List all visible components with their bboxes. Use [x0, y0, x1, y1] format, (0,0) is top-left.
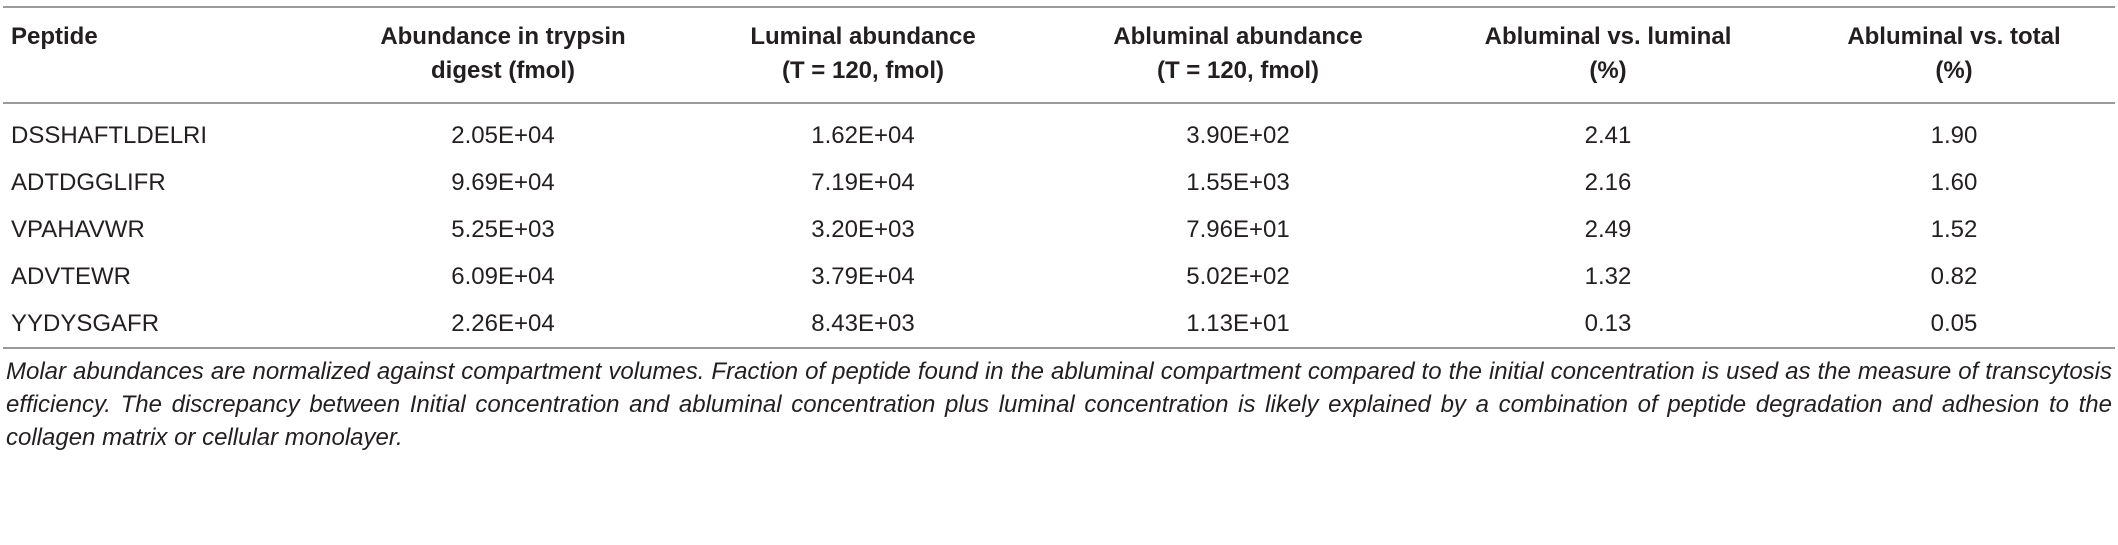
- table-row: YYDYSGAFR 2.26E+04 8.43E+03 1.13E+01 0.13 0.0…: [3, 300, 2115, 348]
- value-cell: 2.16: [1584, 168, 1632, 196]
- column-header: Abluminal abundance (T = 120, fmol): [1053, 7, 1423, 103]
- peptide-cell: DSSHAFTLDELRI: [11, 121, 208, 149]
- page: {"table": { "headers": ["Peptide", "Abun…: [0, 6, 2118, 545]
- value-cell: 5.25E+03: [451, 215, 555, 243]
- value-cell: 1.55E+03: [1186, 168, 1290, 196]
- value-cell: 1.90: [1930, 121, 1978, 149]
- peptide-cell: ADTDGGLIFR: [11, 168, 166, 196]
- header-text: Abluminal vs. luminal (%): [1484, 23, 1732, 84]
- value-cell: 0.13: [1584, 309, 1632, 337]
- column-header: Luminal abundance (T = 120, fmol): [673, 7, 1053, 103]
- data-table: Peptide Abundance in trypsin digest (fmol…: [3, 6, 2115, 349]
- value-cell: 1.60: [1930, 168, 1978, 196]
- column-header: Abluminal vs. total (%): [1793, 7, 2115, 103]
- document: Peptide Abundance in trypsin digest (fmol…: [0, 6, 2118, 545]
- value-cell: 3.79E+04: [811, 262, 915, 290]
- peptide-cell: VPAHAVWR: [11, 215, 145, 243]
- header-text: Peptide: [11, 23, 98, 50]
- value-cell: 2.05E+04: [451, 121, 555, 149]
- value-cell: 0.82: [1930, 262, 1978, 290]
- value-cell: 1.62E+04: [811, 121, 915, 149]
- peptide-cell: YYDYSGAFR: [11, 309, 160, 337]
- value-cell: 8.43E+03: [811, 309, 915, 337]
- header-row: Peptide Abundance in trypsin digest (fmol…: [3, 7, 2115, 103]
- value-cell: 5.02E+02: [1186, 262, 1290, 290]
- table-row: DSSHAFTLDELRI 2.05E+04 1.62E+04 3.90E+02 2.4…: [3, 103, 2115, 159]
- table-row: ADTDGGLIFR 9.69E+04 7.19E+04 1.55E+03 2.16 1.…: [3, 159, 2115, 206]
- table-caption: Molar abundances are normalized against …: [6, 358, 2112, 451]
- peptide-cell: ADVTEWR: [11, 262, 131, 290]
- column-header: Abundance in trypsin digest (fmol): [333, 7, 673, 103]
- header-text: Abluminal vs. total (%): [1847, 23, 2061, 84]
- value-cell: 0.05: [1930, 309, 1978, 337]
- value-cell: 3.20E+03: [811, 215, 915, 243]
- value-cell: 2.41: [1584, 121, 1632, 149]
- value-cell: 2.26E+04: [451, 309, 555, 337]
- value-cell: 1.52: [1930, 215, 1978, 243]
- value-cell: 3.90E+02: [1186, 121, 1290, 149]
- column-header: Abluminal vs. luminal (%): [1423, 7, 1793, 103]
- value-cell: 2.49: [1584, 215, 1632, 243]
- value-cell: 7.19E+04: [811, 168, 915, 196]
- value-cell: 1.32: [1584, 262, 1632, 290]
- value-cell: 6.09E+04: [451, 262, 555, 290]
- column-header: Peptide: [3, 7, 333, 103]
- value-cell: 9.69E+04: [451, 168, 555, 196]
- table-row: VPAHAVWR 5.25E+03 3.20E+03 7.96E+01 2.49 1.52: [3, 206, 2115, 253]
- header-text: Luminal abundance (T = 120, fmol): [750, 23, 976, 84]
- table-row: ADVTEWR 6.09E+04 3.79E+04 5.02E+02 1.32 0.82: [3, 253, 2115, 300]
- header-text: Abluminal abundance (T = 120, fmol): [1113, 23, 1363, 84]
- header-text: Abundance in trypsin digest (fmol): [380, 23, 626, 84]
- value-cell: 7.96E+01: [1186, 215, 1290, 243]
- table-body: DSSHAFTLDELRI 2.05E+04 1.62E+04 3.90E+02 2.4…: [3, 103, 2115, 348]
- value-cell: 1.13E+01: [1186, 309, 1290, 337]
